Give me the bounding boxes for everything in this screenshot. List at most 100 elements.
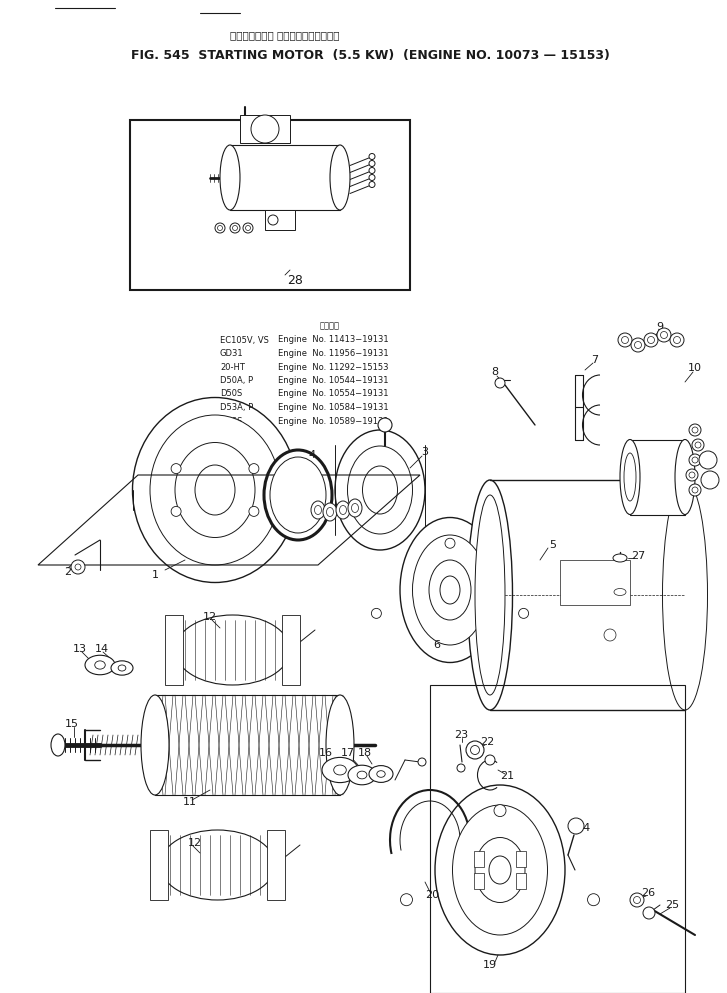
Circle shape <box>644 333 658 347</box>
Circle shape <box>249 464 259 474</box>
Circle shape <box>518 609 529 619</box>
Ellipse shape <box>270 457 326 533</box>
Circle shape <box>495 378 505 388</box>
Ellipse shape <box>132 397 297 583</box>
Ellipse shape <box>323 503 337 521</box>
Bar <box>155 695 340 795</box>
Text: 19: 19 <box>483 960 497 970</box>
Circle shape <box>633 897 640 904</box>
Ellipse shape <box>51 734 65 756</box>
Ellipse shape <box>429 560 471 620</box>
Bar <box>240 115 290 143</box>
Ellipse shape <box>336 501 350 519</box>
Circle shape <box>689 424 701 436</box>
Ellipse shape <box>613 554 627 562</box>
Circle shape <box>215 223 225 233</box>
Bar <box>474 851 483 868</box>
Bar <box>267 830 285 900</box>
Ellipse shape <box>357 772 367 779</box>
Text: 27: 27 <box>631 551 645 561</box>
Circle shape <box>470 746 480 755</box>
Ellipse shape <box>330 145 350 210</box>
Ellipse shape <box>119 665 126 671</box>
Circle shape <box>378 418 392 432</box>
Bar <box>230 145 340 210</box>
Ellipse shape <box>662 480 707 710</box>
Ellipse shape <box>141 695 169 795</box>
Circle shape <box>630 893 644 907</box>
Ellipse shape <box>315 505 321 514</box>
Text: 4: 4 <box>308 450 316 460</box>
Circle shape <box>670 333 684 347</box>
Ellipse shape <box>363 466 398 514</box>
Circle shape <box>643 907 655 919</box>
Bar <box>265 210 295 230</box>
Circle shape <box>635 342 641 349</box>
Bar <box>150 830 168 900</box>
Circle shape <box>246 225 251 230</box>
Ellipse shape <box>614 589 626 596</box>
Circle shape <box>568 818 584 834</box>
Ellipse shape <box>489 856 511 884</box>
Text: 25: 25 <box>665 900 679 910</box>
Text: Engine  No. 10584−19131: Engine No. 10584−19131 <box>278 403 389 412</box>
Circle shape <box>689 484 701 496</box>
Text: 8: 8 <box>491 367 499 377</box>
Ellipse shape <box>675 440 695 514</box>
Ellipse shape <box>335 430 425 550</box>
Circle shape <box>171 506 181 516</box>
Text: Engine  No. 10589−19131: Engine No. 10589−19131 <box>278 416 389 425</box>
Ellipse shape <box>624 453 636 501</box>
Text: 15: 15 <box>65 719 79 729</box>
Bar <box>165 615 183 685</box>
Text: 21: 21 <box>500 771 514 781</box>
Circle shape <box>369 154 375 160</box>
Text: 22: 22 <box>480 737 494 747</box>
Circle shape <box>401 894 412 906</box>
Bar <box>516 873 526 889</box>
Text: Engine  No. 11292−15153: Engine No. 11292−15153 <box>278 362 388 371</box>
Circle shape <box>701 471 719 489</box>
Circle shape <box>71 560 85 574</box>
Ellipse shape <box>620 440 640 514</box>
Ellipse shape <box>220 145 240 210</box>
Text: スターティング モータ　　　適用号機: スターティング モータ 適用号機 <box>230 30 340 40</box>
Text: Engine  No. 11956−19131: Engine No. 11956−19131 <box>278 349 389 358</box>
Circle shape <box>689 454 701 466</box>
Ellipse shape <box>467 480 513 710</box>
Ellipse shape <box>85 655 115 675</box>
Text: D50S: D50S <box>220 389 242 398</box>
Text: 18: 18 <box>358 748 372 758</box>
Text: 7: 7 <box>592 355 598 365</box>
Circle shape <box>686 469 698 481</box>
Circle shape <box>622 337 629 344</box>
Text: 23: 23 <box>454 730 468 740</box>
Circle shape <box>233 225 238 230</box>
Circle shape <box>494 804 506 816</box>
Ellipse shape <box>435 785 565 955</box>
Circle shape <box>587 894 600 906</box>
Ellipse shape <box>311 501 325 519</box>
Text: 26: 26 <box>641 888 655 898</box>
Ellipse shape <box>340 505 347 514</box>
Circle shape <box>371 609 382 619</box>
Text: 17: 17 <box>341 748 355 758</box>
Text: Engine  No. 10554−19131: Engine No. 10554−19131 <box>278 389 388 398</box>
Bar <box>474 873 483 889</box>
Circle shape <box>485 755 495 765</box>
Circle shape <box>369 161 375 167</box>
Circle shape <box>692 427 698 433</box>
Bar <box>130 120 410 290</box>
Circle shape <box>249 506 259 516</box>
Ellipse shape <box>195 465 235 515</box>
Circle shape <box>699 451 717 469</box>
Circle shape <box>692 439 704 451</box>
Text: 11: 11 <box>183 797 197 807</box>
Text: 28: 28 <box>287 273 303 287</box>
Ellipse shape <box>412 535 488 645</box>
Ellipse shape <box>351 503 358 512</box>
Bar <box>630 440 685 515</box>
Text: D53A, P: D53A, P <box>220 403 253 412</box>
Ellipse shape <box>348 446 412 534</box>
Text: 10: 10 <box>688 363 702 373</box>
